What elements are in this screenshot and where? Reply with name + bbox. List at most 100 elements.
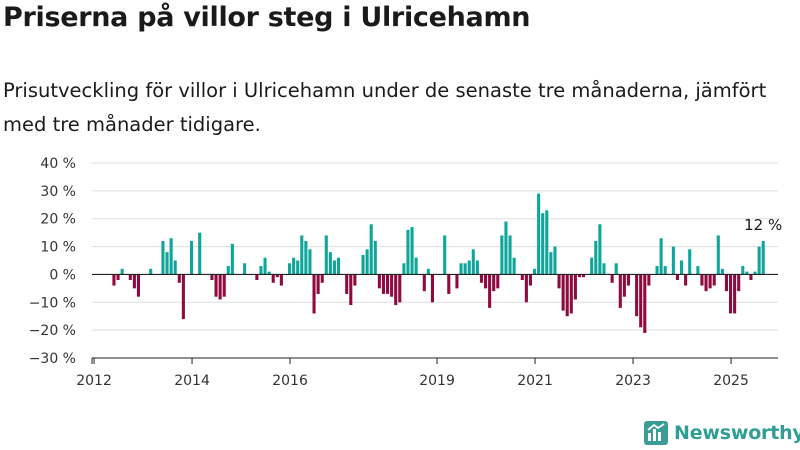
y-tick-label: 20 % <box>40 212 76 228</box>
bar <box>120 268 124 275</box>
bar <box>512 257 516 275</box>
bar <box>226 266 230 275</box>
bar <box>320 274 324 283</box>
bar <box>255 274 259 280</box>
bar <box>573 274 577 300</box>
y-tick-label: −20 % <box>29 323 76 339</box>
bar <box>704 274 708 292</box>
bar <box>426 268 430 275</box>
bar <box>479 274 483 283</box>
bars <box>112 193 765 333</box>
bar <box>528 274 532 286</box>
bar <box>447 274 451 294</box>
bar <box>430 274 434 303</box>
bar <box>504 221 508 275</box>
bar <box>565 274 569 317</box>
bar <box>275 274 279 278</box>
bar <box>590 257 594 275</box>
bar <box>288 263 292 275</box>
bar <box>161 241 165 275</box>
bar <box>716 235 720 275</box>
bar <box>410 227 414 275</box>
bar <box>696 266 700 275</box>
bar <box>610 274 614 283</box>
bar <box>149 268 153 275</box>
bar <box>279 274 283 286</box>
bar <box>324 235 328 275</box>
bar <box>724 274 728 292</box>
bar <box>582 274 586 278</box>
bar <box>361 254 365 275</box>
bar <box>349 274 353 306</box>
bar <box>475 260 479 275</box>
bar <box>116 274 120 280</box>
bar <box>745 271 749 275</box>
bar <box>112 274 116 286</box>
x-tick-label: 2016 <box>272 373 308 389</box>
bar <box>398 274 402 303</box>
bar <box>316 274 320 294</box>
bar <box>761 241 765 275</box>
bar <box>471 249 475 275</box>
bar <box>671 246 675 275</box>
bar <box>177 274 181 283</box>
bar <box>537 193 541 275</box>
gridlines <box>92 162 778 359</box>
bar <box>598 224 602 275</box>
bar <box>414 257 418 275</box>
bar <box>214 274 218 297</box>
chart-subtitle: Prisutveckling för villor i Ulricehamn u… <box>3 79 767 136</box>
bar <box>259 266 263 275</box>
bar <box>181 274 185 319</box>
bar <box>635 274 639 317</box>
brand-footer: Newsworthy <box>644 419 800 447</box>
last-value-label: 12 % <box>744 216 782 234</box>
bar <box>602 263 606 275</box>
bar <box>594 241 598 275</box>
bar <box>218 274 222 300</box>
bar <box>749 274 753 280</box>
y-tick-label: 30 % <box>40 184 76 200</box>
bar <box>655 266 659 275</box>
bar <box>488 274 492 308</box>
bar <box>312 274 316 314</box>
bar <box>455 274 459 289</box>
bar <box>545 210 549 275</box>
bar <box>561 274 565 311</box>
bar <box>459 263 463 275</box>
bar <box>443 235 447 275</box>
bar <box>463 263 467 275</box>
bar <box>553 246 557 275</box>
x-tick-label: 2025 <box>713 373 749 389</box>
bar <box>500 235 504 275</box>
bar <box>365 249 369 275</box>
bar <box>386 274 390 294</box>
bar <box>577 274 581 278</box>
bar <box>675 274 679 280</box>
bar <box>190 241 194 275</box>
value-labels: 12 % <box>744 216 782 234</box>
bar <box>680 260 684 275</box>
x-tick-label: 2014 <box>174 373 210 389</box>
y-tick-label: 10 % <box>40 240 76 256</box>
bar <box>541 213 545 275</box>
bar <box>753 271 757 275</box>
x-tick-label: 2012 <box>76 373 112 389</box>
bar <box>643 274 647 333</box>
bar <box>353 274 357 286</box>
bar <box>406 229 410 275</box>
bar <box>271 274 275 283</box>
x-axis-ticks: 2012 2014 2016 2019 2021 2023 2025 <box>76 358 749 389</box>
bar <box>381 274 385 294</box>
bar <box>308 249 312 275</box>
bar <box>402 263 406 275</box>
bar <box>243 263 247 275</box>
bar <box>626 274 630 286</box>
bar <box>373 241 377 275</box>
bar <box>296 260 300 275</box>
bar <box>733 274 737 314</box>
y-tick-label: −10 % <box>29 295 76 311</box>
bar <box>394 274 398 306</box>
bar <box>267 271 271 275</box>
